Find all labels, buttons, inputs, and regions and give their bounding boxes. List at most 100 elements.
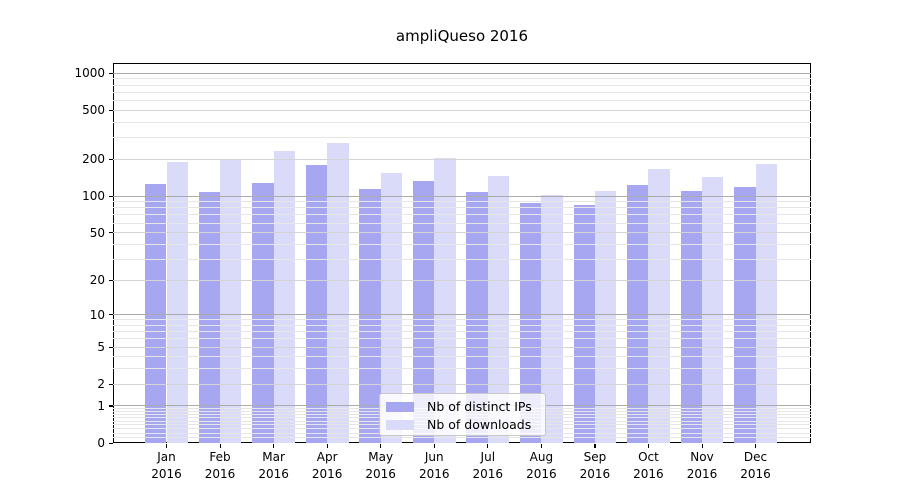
bar-dec-downloads	[755, 164, 777, 443]
gridline	[113, 158, 811, 160]
bar-jan-distinct-ips	[145, 183, 167, 443]
x-tick-year: 2016	[258, 466, 289, 481]
gridline	[113, 84, 811, 86]
x-tick-year: 2016	[311, 466, 343, 481]
bar-may-downloads	[380, 173, 403, 443]
x-tick-year: 2016	[686, 466, 718, 481]
bar-aug-downloads	[541, 195, 563, 443]
gridline	[113, 437, 811, 439]
bar-feb-downloads	[220, 160, 242, 443]
x-tick-month: Oct	[638, 450, 659, 464]
gridline	[113, 100, 811, 102]
bar-nov-distinct-ips	[680, 191, 702, 443]
x-tick-year: 2016	[526, 466, 557, 481]
x-tick-mark	[647, 443, 650, 448]
x-tick-label: Jun 2016	[402, 449, 466, 482]
x-tick-year: 2016	[579, 466, 611, 481]
y-tick-mark	[109, 109, 113, 112]
x-tick-month: Jan	[157, 450, 176, 464]
gridline	[113, 207, 811, 209]
gridline	[113, 368, 811, 370]
gridline	[113, 324, 811, 326]
bar-jun-downloads	[434, 158, 456, 443]
x-tick-label: Sep 2016	[563, 449, 627, 482]
x-tick-year: 2016	[472, 466, 504, 481]
gridline	[113, 121, 811, 123]
gridline	[113, 201, 811, 203]
gridline	[113, 214, 811, 216]
gridline	[113, 346, 811, 348]
legend: Nb of distinct IPs Nb of downloads	[379, 393, 546, 436]
bar-apr-downloads	[327, 143, 349, 443]
bar-jul-distinct-ips	[466, 192, 488, 443]
x-tick-label: Feb 2016	[188, 449, 252, 482]
y-tick-label: 0	[97, 436, 105, 450]
gridline	[113, 331, 811, 333]
x-tick-month: Jul	[480, 450, 496, 464]
bar-jun-distinct-ips	[412, 181, 435, 443]
x-tick-month: Feb	[209, 450, 231, 464]
x-tick-mark	[273, 443, 275, 448]
gridline	[113, 356, 811, 358]
y-tick-mark	[109, 72, 113, 74]
y-tick-mark	[109, 383, 113, 385]
y-tick-mark	[109, 232, 113, 234]
y-tick-label: 20	[89, 273, 105, 288]
gridline	[113, 195, 811, 197]
gridline	[113, 279, 811, 281]
x-tick-year: 2016	[151, 466, 182, 481]
bar-jul-downloads	[487, 175, 510, 443]
gridline	[113, 243, 811, 245]
gridline	[113, 222, 811, 224]
x-tick-label: Oct 2016	[616, 449, 680, 482]
x-tick-label: Apr 2016	[295, 449, 359, 482]
gridline	[113, 338, 811, 340]
y-tick-label: 2	[97, 377, 105, 392]
bar-oct-downloads	[648, 169, 670, 443]
bar-mar-distinct-ips	[252, 182, 274, 443]
y-tick-mark	[109, 195, 113, 197]
x-tick-month: May	[368, 450, 394, 464]
legend-swatch-downloads	[386, 419, 414, 430]
x-tick-mark	[380, 443, 382, 448]
x-tick-mark	[326, 443, 328, 448]
y-tick-mark	[109, 279, 113, 281]
x-tick-year: 2016	[418, 466, 450, 481]
gridline	[113, 232, 811, 234]
x-tick-year: 2016	[633, 466, 664, 481]
x-tick-mark	[755, 443, 757, 448]
y-tick-label: 500	[82, 103, 105, 118]
y-tick-mark	[109, 405, 113, 407]
y-tick-label: 5	[97, 340, 105, 355]
x-tick-month: Aug	[529, 450, 554, 464]
bar-sep-distinct-ips	[573, 204, 595, 443]
x-tick-mark	[701, 443, 703, 448]
x-tick-label: Aug 2016	[509, 449, 573, 482]
y-tick-label: 50	[89, 225, 105, 240]
legend-label-downloads: Nb of downloads	[427, 417, 532, 432]
x-tick-month: Sep	[583, 450, 607, 464]
x-tick-year: 2016	[740, 466, 771, 481]
x-tick-month: Mar	[262, 450, 285, 464]
gridline	[113, 72, 811, 74]
x-tick-mark	[219, 443, 221, 448]
bar-sep-downloads	[594, 190, 617, 443]
x-tick-label: Nov 2016	[670, 449, 734, 482]
x-tick-label: Dec 2016	[724, 449, 788, 482]
bar-nov-downloads	[702, 177, 724, 443]
x-tick-mark	[166, 443, 168, 448]
y-tick-label: 1000	[74, 66, 105, 81]
gridline	[113, 78, 811, 80]
legend-label-distinct-ips: Nb of distinct IPs	[427, 399, 532, 414]
y-tick-mark	[109, 158, 113, 160]
bar-oct-distinct-ips	[627, 185, 649, 443]
y-tick-label: 10	[89, 307, 105, 322]
x-tick-mark	[540, 443, 543, 448]
y-tick-mark	[109, 442, 113, 444]
bar-aug-distinct-ips	[519, 202, 542, 443]
bar-mar-downloads	[273, 151, 295, 443]
y-tick-mark	[109, 314, 113, 316]
y-tick-label: 1	[97, 398, 105, 413]
